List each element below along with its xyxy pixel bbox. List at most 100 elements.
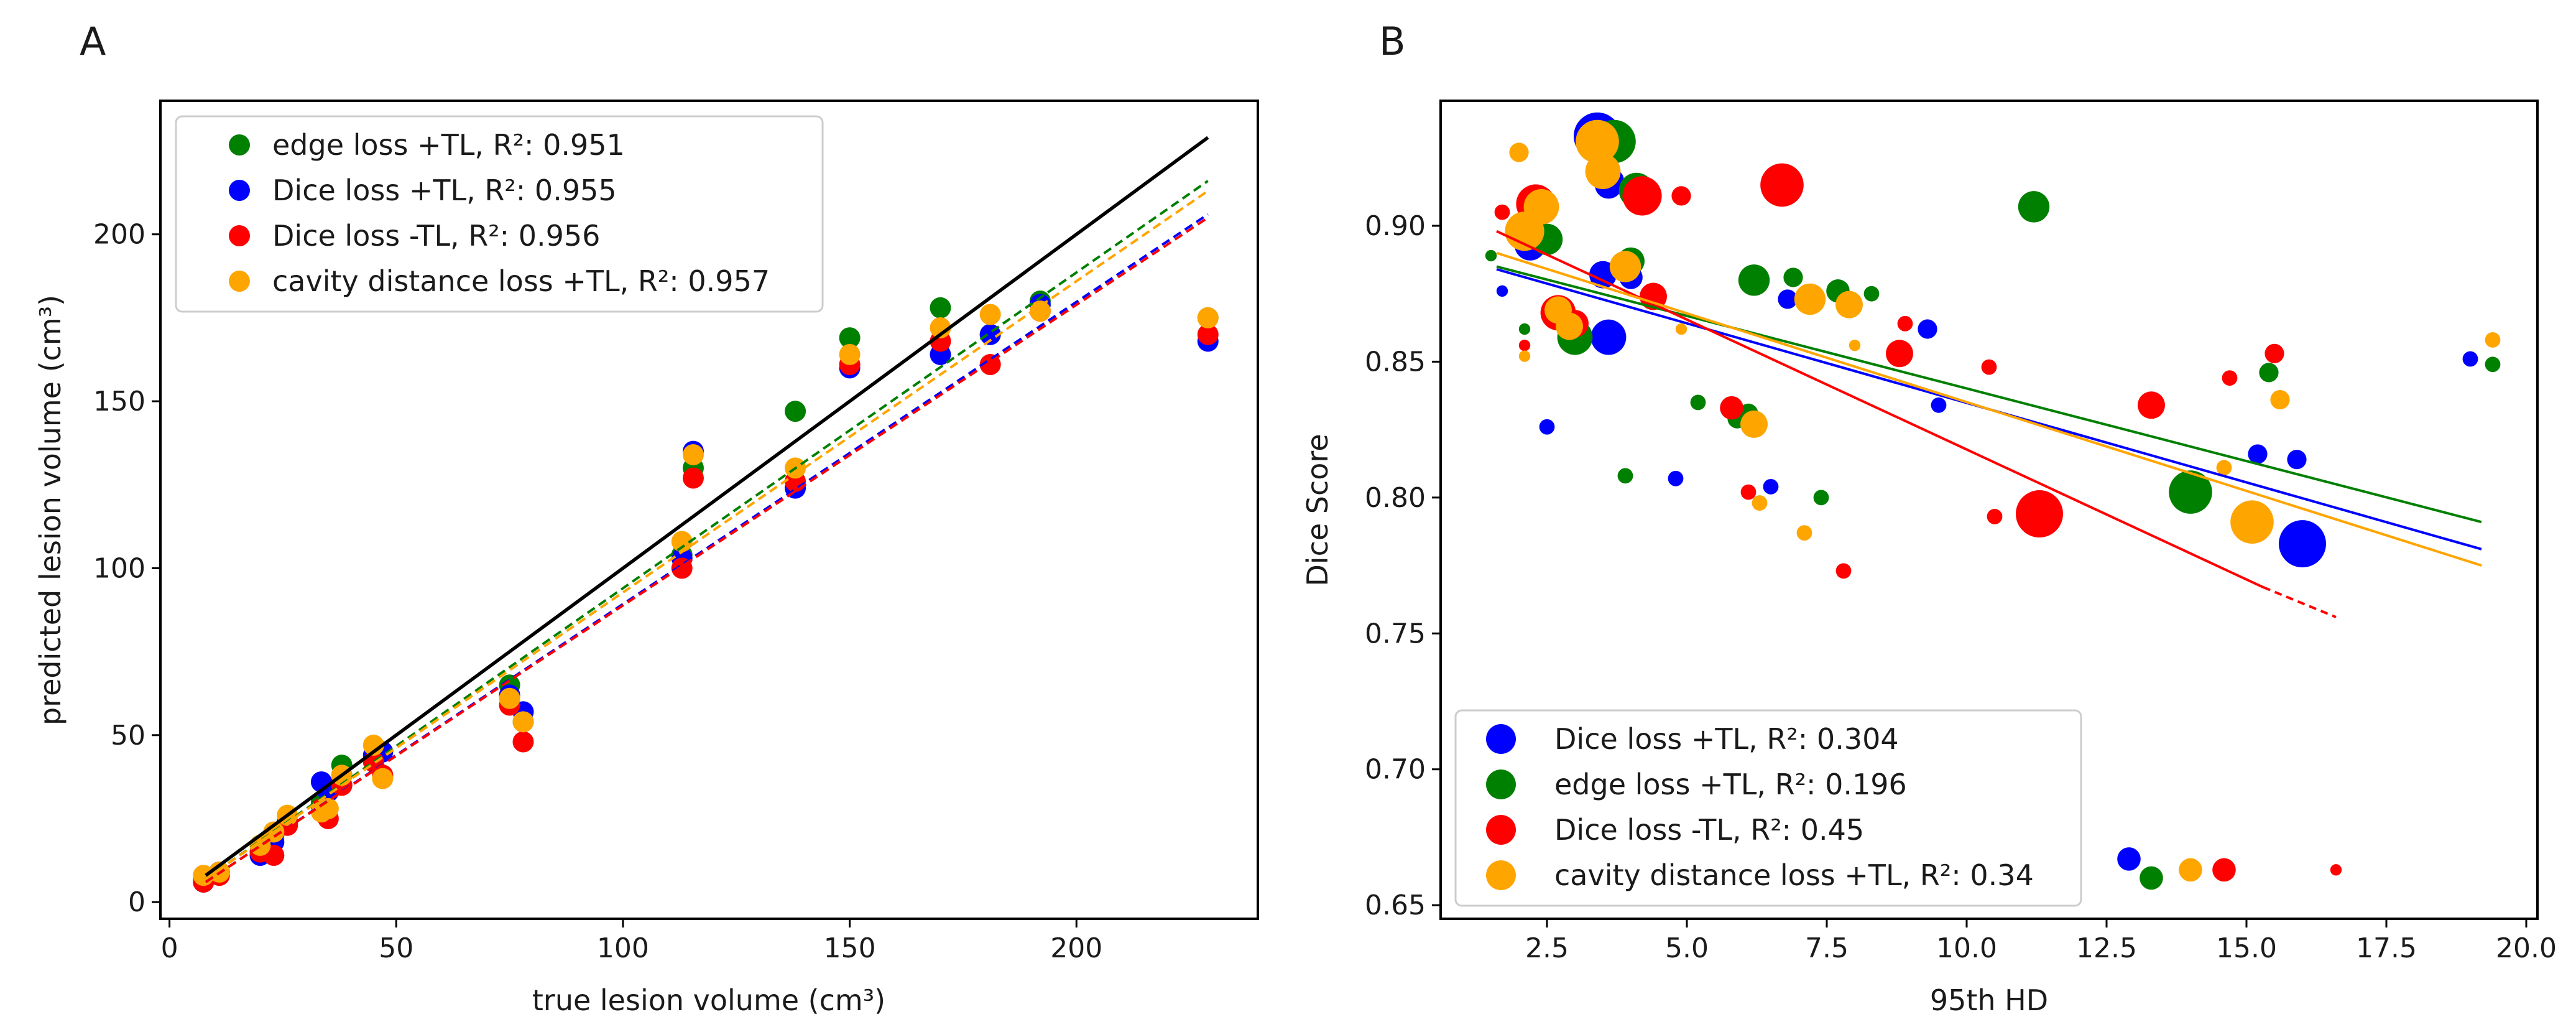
x-tick-label: 15.0	[2216, 932, 2277, 964]
legend-label: edge loss +TL, R²: 0.196	[1554, 768, 1907, 801]
fit-line-extension-dice-loss-tl-r-0-45	[2263, 586, 2337, 618]
point-dice-loss-tl-r-0-45-15	[2138, 391, 2165, 419]
x-tick-label: 100	[597, 932, 649, 964]
panel-b-scatter-chart: B 2.5 5.0 7.5 10.0 12.5 15.0 17.5 20.0 0.65 0.70 0…	[1301, 19, 2557, 1017]
panel-b-axes-frame	[1439, 100, 2539, 920]
x-axis-label: 95th HD	[1930, 983, 2048, 1017]
legend-marker-edge-loss-tl-r-0-951	[229, 134, 250, 156]
point-cavity-distance-loss-tl-r-0-34-7	[1794, 283, 1826, 315]
x-tick-label: 7.5	[1805, 932, 1849, 964]
identity-line	[205, 136, 1209, 877]
y-axis-label: predicted lesion volume (cm³)	[34, 295, 67, 725]
point-dice-loss-tl-r-0-304-15	[2287, 450, 2307, 470]
point-dice-loss-tl-r-0-45-2	[1671, 186, 1691, 206]
point-cavity-distance-loss-tl-r-0-957-9	[372, 768, 394, 789]
point-cavity-distance-loss-tl-r-0-34-17	[1509, 142, 1529, 162]
point-dice-loss-tl-r-0-45-3	[1760, 163, 1804, 207]
point-dice-loss-tl-r-0-304-7	[1918, 319, 1937, 339]
x-axis-label: true lesion volume (cm³)	[532, 983, 885, 1017]
point-cavity-distance-loss-tl-r-0-34-3	[1523, 188, 1559, 225]
y-tick-label: 0.70	[1365, 754, 1426, 786]
y-tick-label: 100	[93, 552, 145, 584]
point-dice-loss-tl-r-0-45-8	[1897, 315, 1913, 332]
x-tick-label: 17.5	[2356, 932, 2417, 964]
point-dice-loss-tl-r-0-304-4	[1590, 319, 1627, 355]
point-dice-loss-tl-r-0-45-6	[1640, 282, 1667, 310]
point-dice-loss-tl-r-0-304-9	[1931, 397, 1947, 413]
point-edge-loss-tl-r-0-951-16	[930, 297, 951, 318]
point-dice-loss-tl-r-0-956-19	[1197, 323, 1219, 345]
point-dice-loss-tl-r-0-45-10	[1740, 484, 1757, 500]
point-edge-loss-tl-r-0-196-15	[2140, 866, 2163, 890]
point-dice-loss-tl-r-0-45-18	[2212, 858, 2236, 882]
point-dice-loss-tl-r-0-45-19	[2330, 864, 2342, 876]
y-tick-label: 0	[128, 886, 145, 918]
point-dice-loss-tl-r-0-45-13	[1987, 509, 2003, 524]
panel-label-a: A	[80, 19, 106, 64]
point-cavity-distance-loss-tl-r-0-34-11	[1796, 525, 1812, 541]
point-cavity-distance-loss-tl-r-0-34-20	[1518, 350, 1531, 362]
x-tick-label: 50	[379, 932, 413, 964]
point-cavity-distance-loss-tl-r-0-957-10	[499, 687, 520, 709]
point-cavity-distance-loss-tl-r-0-34-9	[1740, 410, 1768, 438]
x-tick-label: 200	[1050, 932, 1102, 964]
point-cavity-distance-loss-tl-r-0-34-13	[2230, 500, 2274, 544]
point-edge-loss-tl-r-0-951-14	[785, 401, 806, 422]
point-cavity-distance-loss-tl-r-0-34-8	[1835, 291, 1863, 318]
legend-marker-dice-loss-tl-r-0-955	[229, 180, 250, 201]
point-dice-loss-tl-r-0-45-9	[1720, 396, 1743, 420]
legend-label: Dice loss +TL, R²: 0.955	[272, 174, 617, 207]
point-cavity-distance-loss-tl-r-0-34-15	[2270, 389, 2290, 410]
point-cavity-distance-loss-tl-r-0-957-12	[671, 531, 693, 552]
panel-b-marks	[1485, 112, 2501, 890]
y-tick-label: 150	[93, 386, 145, 417]
fit-line-edge-loss-tl-r-0-951	[205, 180, 1209, 880]
point-edge-loss-tl-r-0-196-14	[2169, 470, 2212, 514]
fit-line-dice-loss-tl-r-0-955	[205, 213, 1209, 883]
point-dice-loss-tl-r-0-304-14	[2248, 444, 2268, 464]
fit-line-dice-loss-tl-r-0-45	[1496, 230, 2264, 588]
x-tick-label: 12.5	[2076, 932, 2137, 964]
panel-a-ticks: 0 50 100 150 200 0 50 100 150 200	[93, 219, 1102, 964]
point-cavity-distance-loss-tl-r-0-34-14	[2216, 460, 2232, 476]
point-cavity-distance-loss-tl-r-0-957-8	[362, 734, 384, 756]
point-dice-loss-tl-r-0-304-13	[2117, 847, 2141, 871]
point-edge-loss-tl-r-0-196-19	[1518, 323, 1531, 335]
panel-a-axes-frame	[159, 100, 1259, 920]
panel-a-marks	[193, 136, 1219, 893]
legend-label: Dice loss +TL, R²: 0.304	[1554, 722, 1899, 756]
point-dice-loss-tl-r-0-45-11	[1835, 563, 1852, 579]
y-tick-label: 0.85	[1365, 346, 1426, 378]
fit-line-dice-loss-tl-r-0-956	[205, 216, 1209, 883]
x-tick-label: 5.0	[1665, 932, 1709, 964]
point-edge-loss-tl-r-0-196-12	[1813, 490, 1829, 506]
point-edge-loss-tl-r-0-196-13	[1690, 394, 1706, 411]
point-dice-loss-tl-r-0-45-12	[1981, 359, 1997, 375]
legend-marker-dice-loss-tl-r-0-45	[1486, 815, 1516, 845]
point-dice-loss-tl-r-0-45-20	[1494, 204, 1510, 220]
point-dice-loss-tl-r-0-956-11	[512, 731, 534, 753]
point-edge-loss-tl-r-0-196-8	[2018, 191, 2050, 223]
legend-a-frame	[175, 115, 824, 313]
point-dice-loss-tl-r-0-956-13	[682, 467, 704, 489]
legend-label: Dice loss -TL, R²: 0.45	[1554, 813, 1864, 847]
point-dice-loss-tl-r-0-45-21	[1518, 339, 1531, 351]
legend-marker-dice-loss-tl-r-0-956	[229, 225, 250, 246]
point-edge-loss-tl-r-0-196-4	[1738, 264, 1770, 296]
point-dice-loss-tl-r-0-304-12	[1763, 478, 1779, 495]
point-cavity-distance-loss-tl-r-0-34-12	[2179, 858, 2202, 882]
point-edge-loss-tl-r-0-951-15	[839, 327, 861, 349]
point-dice-loss-tl-r-0-304-16	[2279, 520, 2326, 568]
legend-b: Dice loss +TL, R²: 0.304 edge loss +TL, R…	[1454, 709, 2082, 907]
y-tick-label: 0.65	[1365, 890, 1426, 921]
point-dice-loss-tl-r-0-45-17	[2222, 370, 2238, 386]
point-edge-loss-tl-r-0-196-16	[2259, 363, 2279, 383]
legend-b-frame	[1454, 709, 2082, 907]
point-dice-loss-tl-r-0-45-16	[2264, 343, 2284, 363]
point-cavity-distance-loss-tl-r-0-957-15	[839, 343, 861, 365]
legend-label: edge loss +TL, R²: 0.951	[272, 128, 625, 162]
point-dice-loss-tl-r-0-304-6	[1778, 289, 1798, 309]
x-tick-label: 2.5	[1525, 932, 1569, 964]
point-cavity-distance-loss-tl-r-0-34-19	[1849, 339, 1861, 351]
